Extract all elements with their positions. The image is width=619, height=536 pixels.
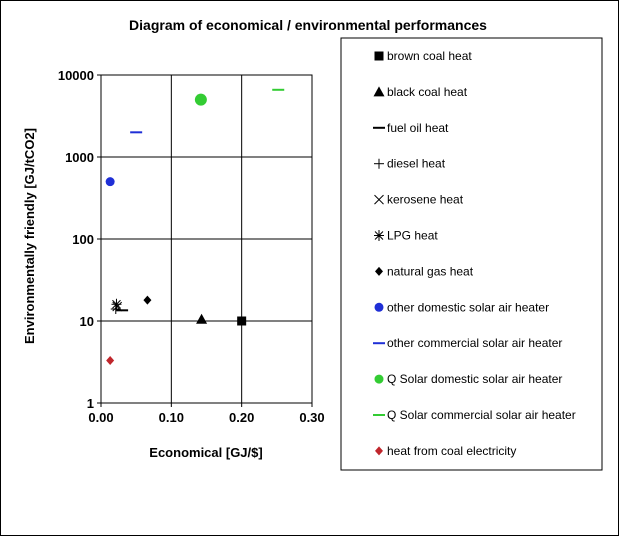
- data-point: [106, 355, 115, 365]
- legend-item: fuel oil heat: [373, 121, 449, 135]
- data-point: [105, 177, 115, 187]
- legend-marker: [374, 302, 384, 312]
- x-tick-label: 0.10: [159, 410, 184, 425]
- legend-item: Q Solar domestic solar air heater: [374, 372, 562, 386]
- legend-item: Q Solar commercial solar air heater: [373, 408, 576, 422]
- legend-box: [340, 37, 603, 471]
- y-tick-label: 100: [72, 232, 94, 247]
- legend-label: diesel heat: [387, 157, 446, 171]
- legend-label: heat from coal electricity: [387, 444, 516, 458]
- legend-marker: [374, 51, 384, 61]
- legend-marker: [374, 230, 384, 241]
- legend-label: Q Solar domestic solar air heater: [387, 372, 562, 386]
- legend-label: kerosene heat: [387, 193, 464, 207]
- y-tick-label: 1000: [65, 150, 94, 165]
- data-point: [112, 301, 123, 312]
- legend-label: black coal heat: [387, 85, 468, 99]
- legend-marker: [374, 158, 384, 169]
- y-axis-label: Environmentally friendly [GJ/tCO2]: [22, 128, 37, 344]
- legend-label: other domestic solar air heater: [387, 300, 549, 314]
- legend-label: brown coal heat: [387, 49, 472, 63]
- x-tick-label: 0.00: [88, 410, 113, 425]
- legend-label: other commercial solar air heater: [387, 336, 562, 350]
- data-point: [111, 298, 122, 310]
- legend: brown coal heat black coal heat fuel oil h…: [373, 49, 576, 458]
- legend-item: natural gas heat: [375, 264, 474, 278]
- data-point: [194, 93, 207, 106]
- legend-item: kerosene heat: [374, 193, 464, 207]
- data-point: [237, 316, 247, 326]
- legend-marker: [374, 194, 384, 205]
- y-tick-label: 10000: [58, 68, 94, 83]
- x-tick-label: 0.20: [229, 410, 254, 425]
- y-tick-label: 1: [87, 396, 94, 411]
- legend-item: other domestic solar air heater: [374, 300, 549, 314]
- y-tick-label: 10: [80, 314, 94, 329]
- data-point: [143, 295, 152, 305]
- legend-label: natural gas heat: [387, 264, 474, 278]
- legend-item: LPG heat: [374, 229, 438, 243]
- legend-marker: [373, 86, 385, 97]
- legend-item: diesel heat: [374, 157, 446, 171]
- legend-marker: [375, 446, 383, 456]
- legend-marker: [375, 266, 383, 276]
- legend-label: fuel oil heat: [387, 121, 449, 135]
- legend-item: brown coal heat: [374, 49, 472, 63]
- legend-marker: [374, 374, 384, 384]
- data-point: [196, 313, 208, 324]
- legend-item: other commercial solar air heater: [373, 336, 562, 350]
- legend-label: LPG heat: [387, 229, 438, 243]
- plot-area: 0.00 0.10 0.20 0.30 1 10 100 1000 10000: [58, 68, 325, 425]
- legend-item: heat from coal electricity: [375, 444, 516, 458]
- x-axis-label: Economical [GJ/$]: [149, 445, 262, 460]
- legend-label: Q Solar commercial solar air heater: [387, 408, 576, 422]
- chart-title: Diagram of economical / environmental pe…: [129, 17, 487, 33]
- x-tick-label: 0.30: [299, 410, 324, 425]
- legend-item: black coal heat: [373, 85, 468, 99]
